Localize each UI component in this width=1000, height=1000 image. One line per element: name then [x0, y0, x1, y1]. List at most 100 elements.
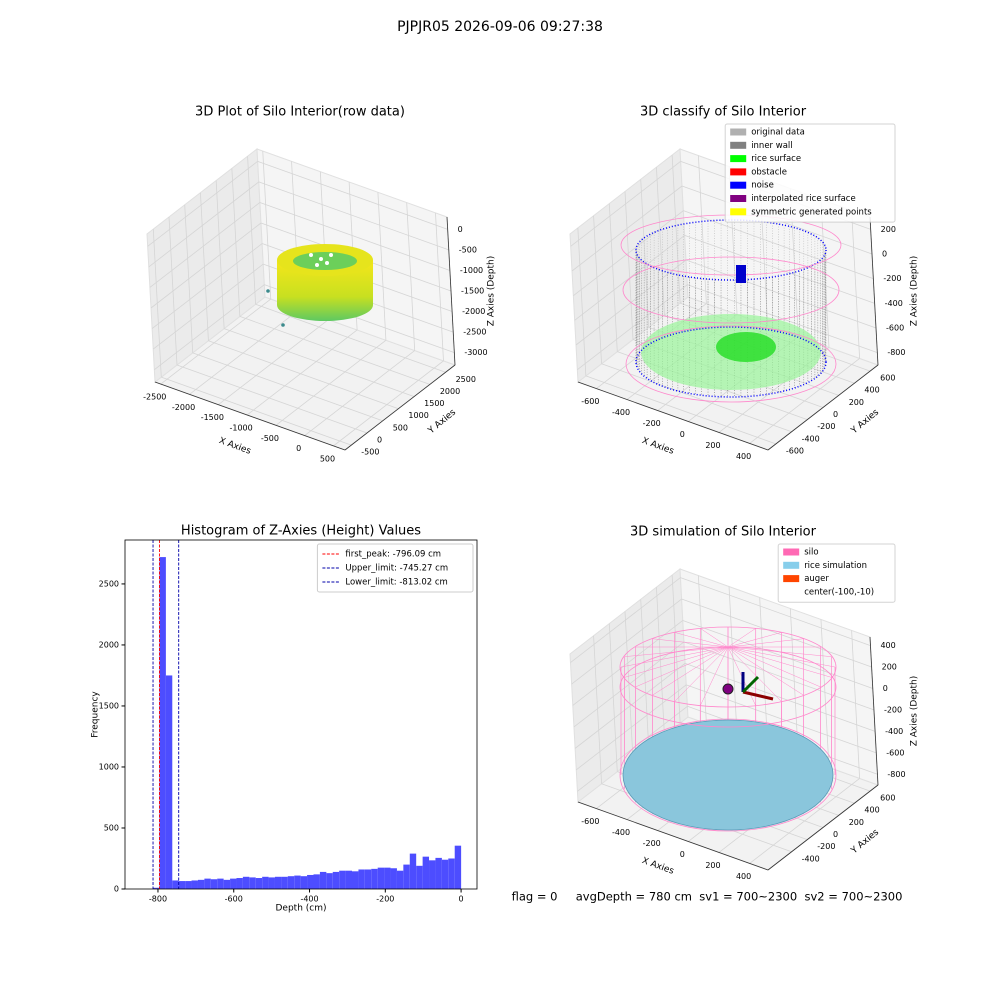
y-tick-label: -200 — [817, 842, 835, 851]
legend-box — [777, 543, 896, 603]
grid-line — [577, 227, 587, 376]
legend-label: rice simulation — [804, 561, 867, 571]
grid-line — [154, 284, 265, 370]
bar — [294, 875, 301, 889]
x-tick-label: -600 — [581, 397, 599, 406]
z-axis-label: Z Axies (Depth) — [910, 676, 920, 747]
grid-line — [151, 243, 263, 329]
grid-line — [571, 598, 682, 685]
grid-line — [573, 641, 685, 728]
grid-line — [656, 587, 665, 736]
z-tick-label: -600 — [886, 748, 904, 757]
silo-wire — [635, 646, 729, 688]
y-tick-label: -200 — [817, 422, 835, 431]
bar — [217, 878, 224, 889]
grid-line — [571, 185, 683, 272]
z-tick-label: 0 — [458, 225, 463, 234]
legend-label: Upper_limit: -745.27 cm — [345, 564, 448, 574]
z-tick-label: 200 — [882, 663, 897, 672]
legend-box — [724, 123, 896, 223]
x-axis-label: X Axies — [640, 856, 675, 877]
axis-line — [344, 364, 456, 451]
grid-line — [333, 360, 444, 447]
z-tick-label: -400 — [885, 299, 903, 308]
z-tick-label: -400 — [885, 727, 903, 736]
x-tick-label: -400 — [612, 828, 630, 837]
grid-line — [684, 663, 876, 732]
x-axis-label: X Axies — [217, 436, 252, 457]
bar — [230, 878, 237, 889]
y-tick-label: 0 — [833, 830, 838, 839]
cloud-point — [309, 253, 313, 257]
y-tick-label: -500 — [361, 448, 379, 457]
bar — [287, 876, 295, 889]
y-tick-label: -400 — [802, 854, 820, 863]
subplot-title: 3D simulation of Silo Interior — [630, 525, 817, 540]
grid-line — [728, 586, 738, 735]
y-tick-label: 2500 — [99, 579, 119, 588]
grid-line — [601, 363, 792, 433]
z-axis-label: Z Axies (Depth) — [487, 256, 497, 327]
bar — [448, 858, 455, 889]
grid-line — [685, 259, 877, 329]
z-tick-label: 0 — [883, 684, 888, 693]
z-axis-label: Z Axies (Depth) — [910, 256, 920, 327]
bar — [172, 880, 179, 889]
x-tick-label: -200 — [643, 839, 661, 848]
bar — [197, 879, 205, 889]
y-tick-label: 2000 — [99, 640, 119, 649]
legend-swatch — [730, 141, 747, 149]
grid-line — [671, 155, 681, 304]
x-tick-label: 0 — [680, 850, 685, 859]
legend-label: interpolated rice surface — [751, 194, 856, 204]
bar — [223, 879, 231, 889]
legend-swatch — [730, 195, 747, 202]
silo-cloud — [277, 260, 373, 321]
y-tick-label: 1000 — [99, 762, 119, 771]
silo-wire — [727, 646, 804, 696]
grid-line — [574, 663, 686, 749]
silo-wire — [624, 646, 729, 678]
rice-core — [716, 332, 776, 362]
bar — [281, 876, 288, 889]
grid-line — [239, 316, 430, 385]
x-tick-label: -400 — [300, 895, 318, 904]
z-tick-label: 0 — [882, 250, 887, 259]
z-tick-label: -2500 — [463, 328, 486, 337]
y-axis-label: Y Axies — [849, 827, 881, 856]
bar — [429, 860, 436, 889]
z-tick-label: -800 — [887, 348, 905, 357]
bar — [178, 881, 186, 889]
y-tick-label: 600 — [880, 794, 895, 803]
legend-label: rice surface — [751, 154, 801, 164]
x-axis-label: Depth (cm) — [275, 904, 326, 914]
x-tick-label: -2500 — [143, 393, 166, 402]
grid-line — [257, 160, 448, 230]
cloud-point — [319, 257, 323, 261]
bar — [255, 878, 263, 889]
grid-line — [255, 303, 446, 373]
grid-line — [161, 376, 352, 446]
x-tick-label: 400 — [736, 452, 751, 461]
x-tick-label: 0 — [459, 895, 464, 904]
bar — [396, 870, 404, 889]
x-tick-label: -500 — [261, 434, 279, 443]
y-tick-label: 1500 — [424, 399, 444, 408]
bar — [268, 877, 275, 889]
bar — [159, 557, 166, 889]
y-tick-label: 2500 — [456, 375, 476, 384]
grid-line — [680, 577, 871, 646]
bar — [371, 868, 378, 889]
bar — [441, 859, 449, 889]
silo-wire — [700, 628, 729, 648]
bar — [454, 845, 462, 889]
bar — [416, 865, 423, 889]
legend-swatch — [783, 561, 800, 569]
silo-ring — [619, 718, 837, 832]
plot-frame — [124, 539, 478, 890]
grid-line — [258, 181, 449, 251]
legend-label: original data — [751, 128, 805, 138]
bar — [165, 675, 173, 889]
pink-ring — [625, 325, 837, 403]
z-tick-label: 400 — [880, 641, 895, 650]
